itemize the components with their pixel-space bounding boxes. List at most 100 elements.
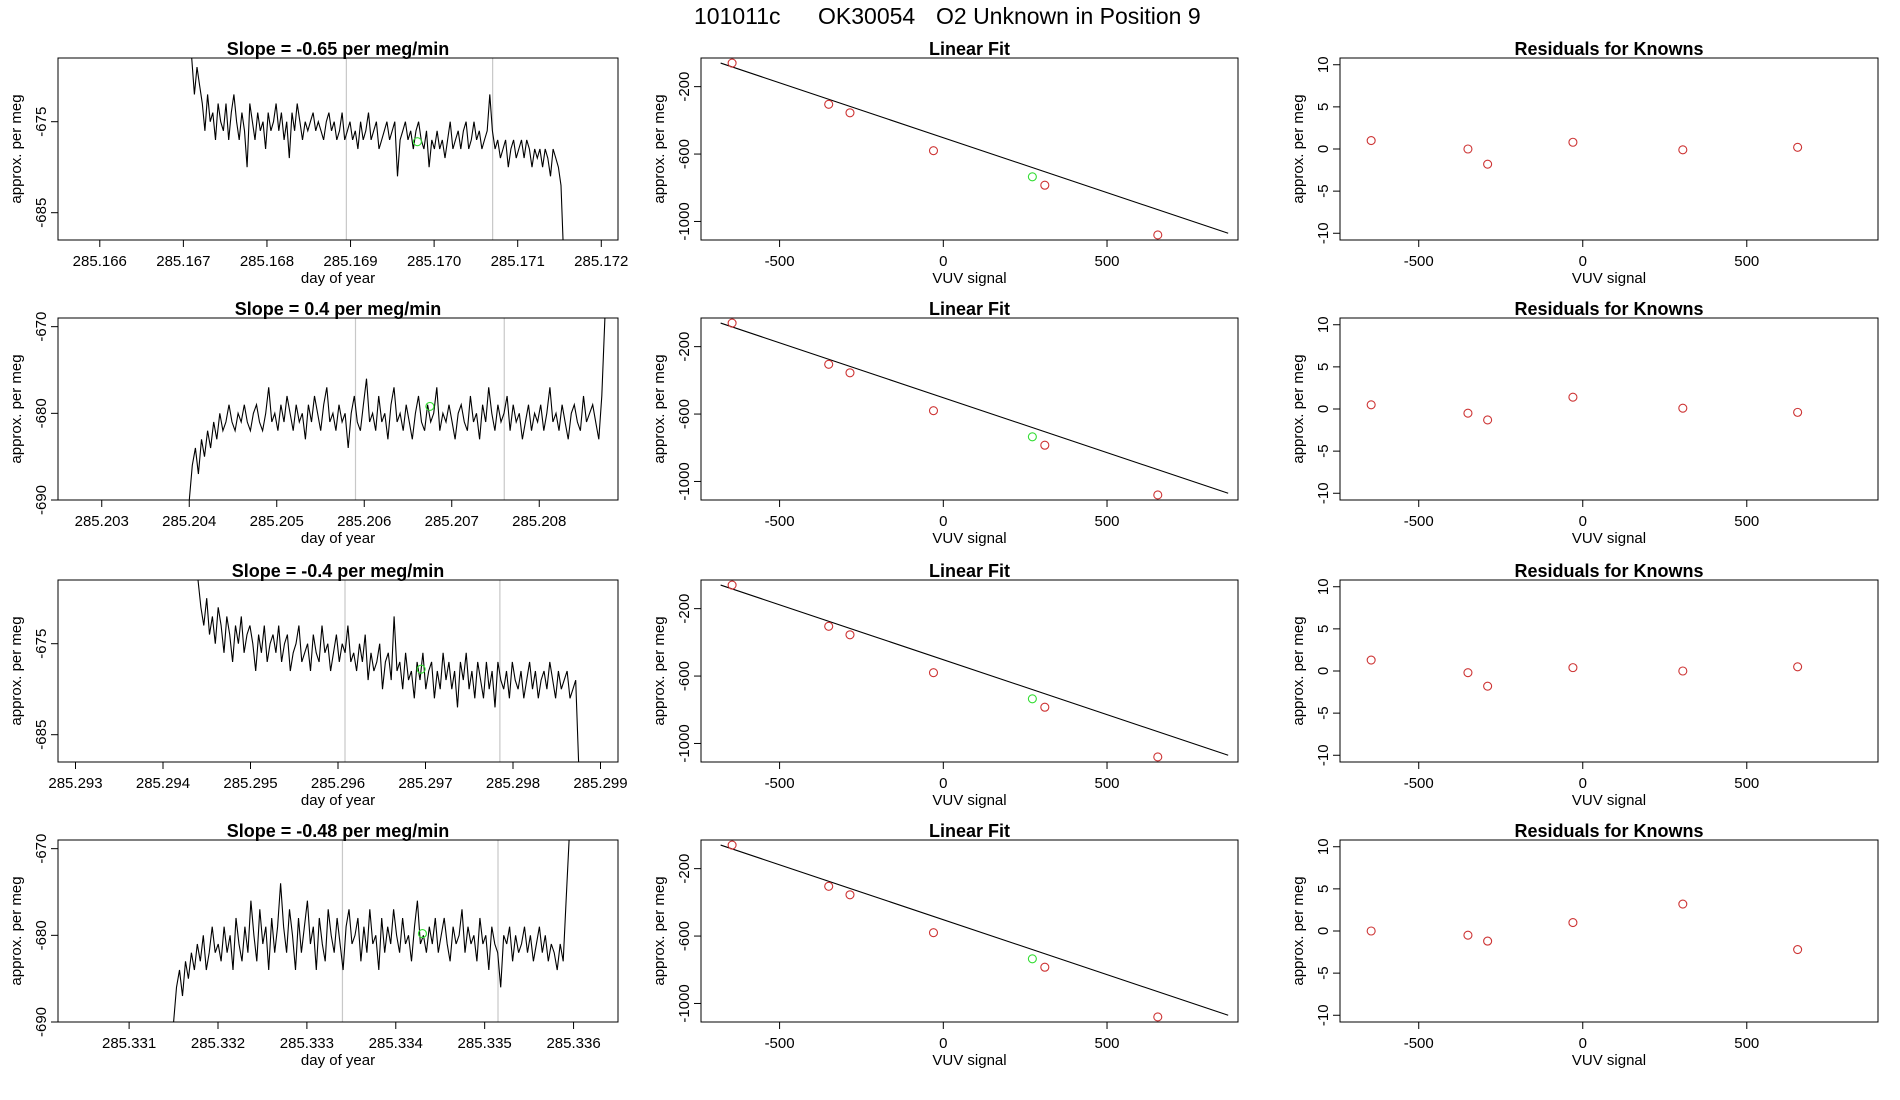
x-tick-label: 285.207 (425, 513, 479, 530)
panel-title: Linear Fit (929, 821, 1010, 841)
x-tick-label: 500 (1095, 513, 1120, 530)
x-tick-label: 500 (1734, 1035, 1759, 1052)
plot-frame (57, 57, 619, 241)
plot-area (720, 840, 1229, 1022)
plot-frame (1339, 317, 1879, 501)
y-tick-label: -200 (676, 72, 693, 102)
x-tick-label: 500 (1095, 775, 1120, 792)
x-tick-label: 285.296 (311, 775, 365, 792)
unknown-point (417, 929, 427, 939)
x-axis-label: day of year (301, 1052, 375, 1069)
y-axis-label: approx. per meg (8, 354, 25, 463)
residual-point (1678, 666, 1688, 676)
known-point (824, 359, 834, 369)
x-tick-label: 285.168 (240, 253, 294, 270)
y-tick-label: -690 (33, 485, 50, 515)
x-tick-label: -500 (1404, 253, 1434, 270)
x-tick-label: 0 (1579, 775, 1587, 792)
panel-1-2: Linear Fit -500 0 500 -200 -600 -1000 VUV signa… (651, 39, 1239, 287)
x-tick-label: 500 (1734, 513, 1759, 530)
y-tick-label: 5 (1315, 103, 1332, 111)
y-tick-label: -200 (676, 854, 693, 884)
plot-frame (57, 317, 619, 501)
panel-3-1: Slope = -0.4 per meg/min 285.293 285.294 28… (8, 561, 628, 809)
x-tick-label: 0 (939, 513, 947, 530)
plot-frame (57, 579, 619, 763)
y-axis-label: approx. per meg (651, 616, 668, 725)
panel-4-3: Residuals for Knowns -500 0 500 10 5 0 -5 -10 VUV… (1290, 821, 1879, 1069)
panel-3-2: Linear Fit -500 0 500 -200 -600 -1000 VUV signa… (651, 561, 1239, 809)
y-tick-label: -10 (1315, 482, 1332, 504)
y-axis-label: approx. per meg (8, 616, 25, 725)
x-tick-label: -500 (1404, 513, 1434, 530)
residual-point (1483, 681, 1493, 691)
x-tick-label: 500 (1734, 253, 1759, 270)
y-tick-label: 10 (1315, 838, 1332, 855)
x-tick-label: 285.167 (156, 253, 210, 270)
plot-area (1366, 899, 1803, 955)
residual-point (1793, 142, 1803, 152)
y-axis-label: approx. per meg (1290, 876, 1307, 985)
known-point (928, 406, 939, 416)
known-point (1040, 180, 1050, 190)
fit-line (720, 584, 1229, 756)
x-tick-label: 285.170 (407, 253, 461, 270)
y-tick-label: -600 (676, 921, 693, 951)
x-axis-label: VUV signal (932, 270, 1006, 287)
y-tick-label: -10 (1315, 222, 1332, 244)
x-tick-label: 285.295 (223, 775, 277, 792)
y-tick-label: 0 (1315, 667, 1332, 675)
residual-point (1463, 408, 1473, 418)
y-tick-label: -1000 (676, 984, 693, 1022)
x-tick-label: 285.206 (337, 513, 391, 530)
panel-4-2: Linear Fit -500 0 500 -200 -600 -1000 VUV signa… (651, 821, 1239, 1069)
x-tick-label: 285.334 (369, 1035, 423, 1052)
panel-3-3: Residuals for Knowns -500 0 500 10 5 0 -5 -10 VUV… (1290, 561, 1879, 809)
y-tick-label: -685 (33, 198, 50, 228)
y-tick-label: -5 (1315, 184, 1332, 197)
y-tick-label: -685 (33, 720, 50, 750)
fit-line (720, 62, 1229, 234)
y-axis-label: approx. per meg (1290, 616, 1307, 725)
panel-2-2: Linear Fit -500 0 500 -200 -600 -1000 VUV signa… (651, 299, 1239, 547)
panel-title: Residuals for Knowns (1514, 299, 1703, 319)
figure-title-description: O2 Unknown in Position 9 (936, 3, 1201, 29)
known-point (845, 108, 855, 118)
x-tick-label: 285.298 (486, 775, 540, 792)
panel-1-3: Residuals for Knowns -500 0 500 10 5 0 -5 -10 VUV… (1290, 39, 1879, 287)
x-axis-label: VUV signal (932, 792, 1006, 809)
plot-area (197, 580, 580, 762)
residual-point (1463, 668, 1473, 678)
x-tick-label: 285.172 (574, 253, 628, 270)
residual-point (1793, 662, 1803, 672)
x-tick-label: 285.294 (136, 775, 190, 792)
residual-point (1366, 655, 1376, 665)
known-point (1153, 1012, 1163, 1022)
known-point (1153, 230, 1163, 240)
y-tick-label: 0 (1315, 927, 1332, 935)
y-tick-label: 5 (1315, 885, 1332, 893)
time-series-line (173, 840, 570, 1022)
x-tick-label: -500 (765, 253, 795, 270)
unknown-point (1027, 694, 1037, 704)
known-point (1040, 702, 1050, 712)
x-axis-label: day of year (301, 792, 375, 809)
time-series-line (197, 580, 580, 762)
known-point (727, 58, 737, 68)
x-axis-label: day of year (301, 530, 375, 547)
panel-4-1: Slope = -0.48 per meg/min 285.331 285.332 2… (8, 821, 619, 1069)
known-point (1040, 962, 1050, 972)
panel-title: Slope = 0.4 per meg/min (235, 299, 442, 319)
known-point (1040, 440, 1050, 450)
residual-point (1568, 918, 1578, 928)
residual-point (1463, 930, 1473, 940)
y-tick-label: 10 (1315, 578, 1332, 595)
x-tick-label: 500 (1095, 253, 1120, 270)
x-tick-label: 285.208 (512, 513, 566, 530)
residual-point (1678, 403, 1688, 413)
x-tick-label: 285.333 (280, 1035, 334, 1052)
y-axis-label: approx. per meg (651, 354, 668, 463)
y-tick-label: -670 (33, 312, 50, 342)
y-axis-label: approx. per meg (651, 94, 668, 203)
y-tick-label: -200 (676, 594, 693, 624)
